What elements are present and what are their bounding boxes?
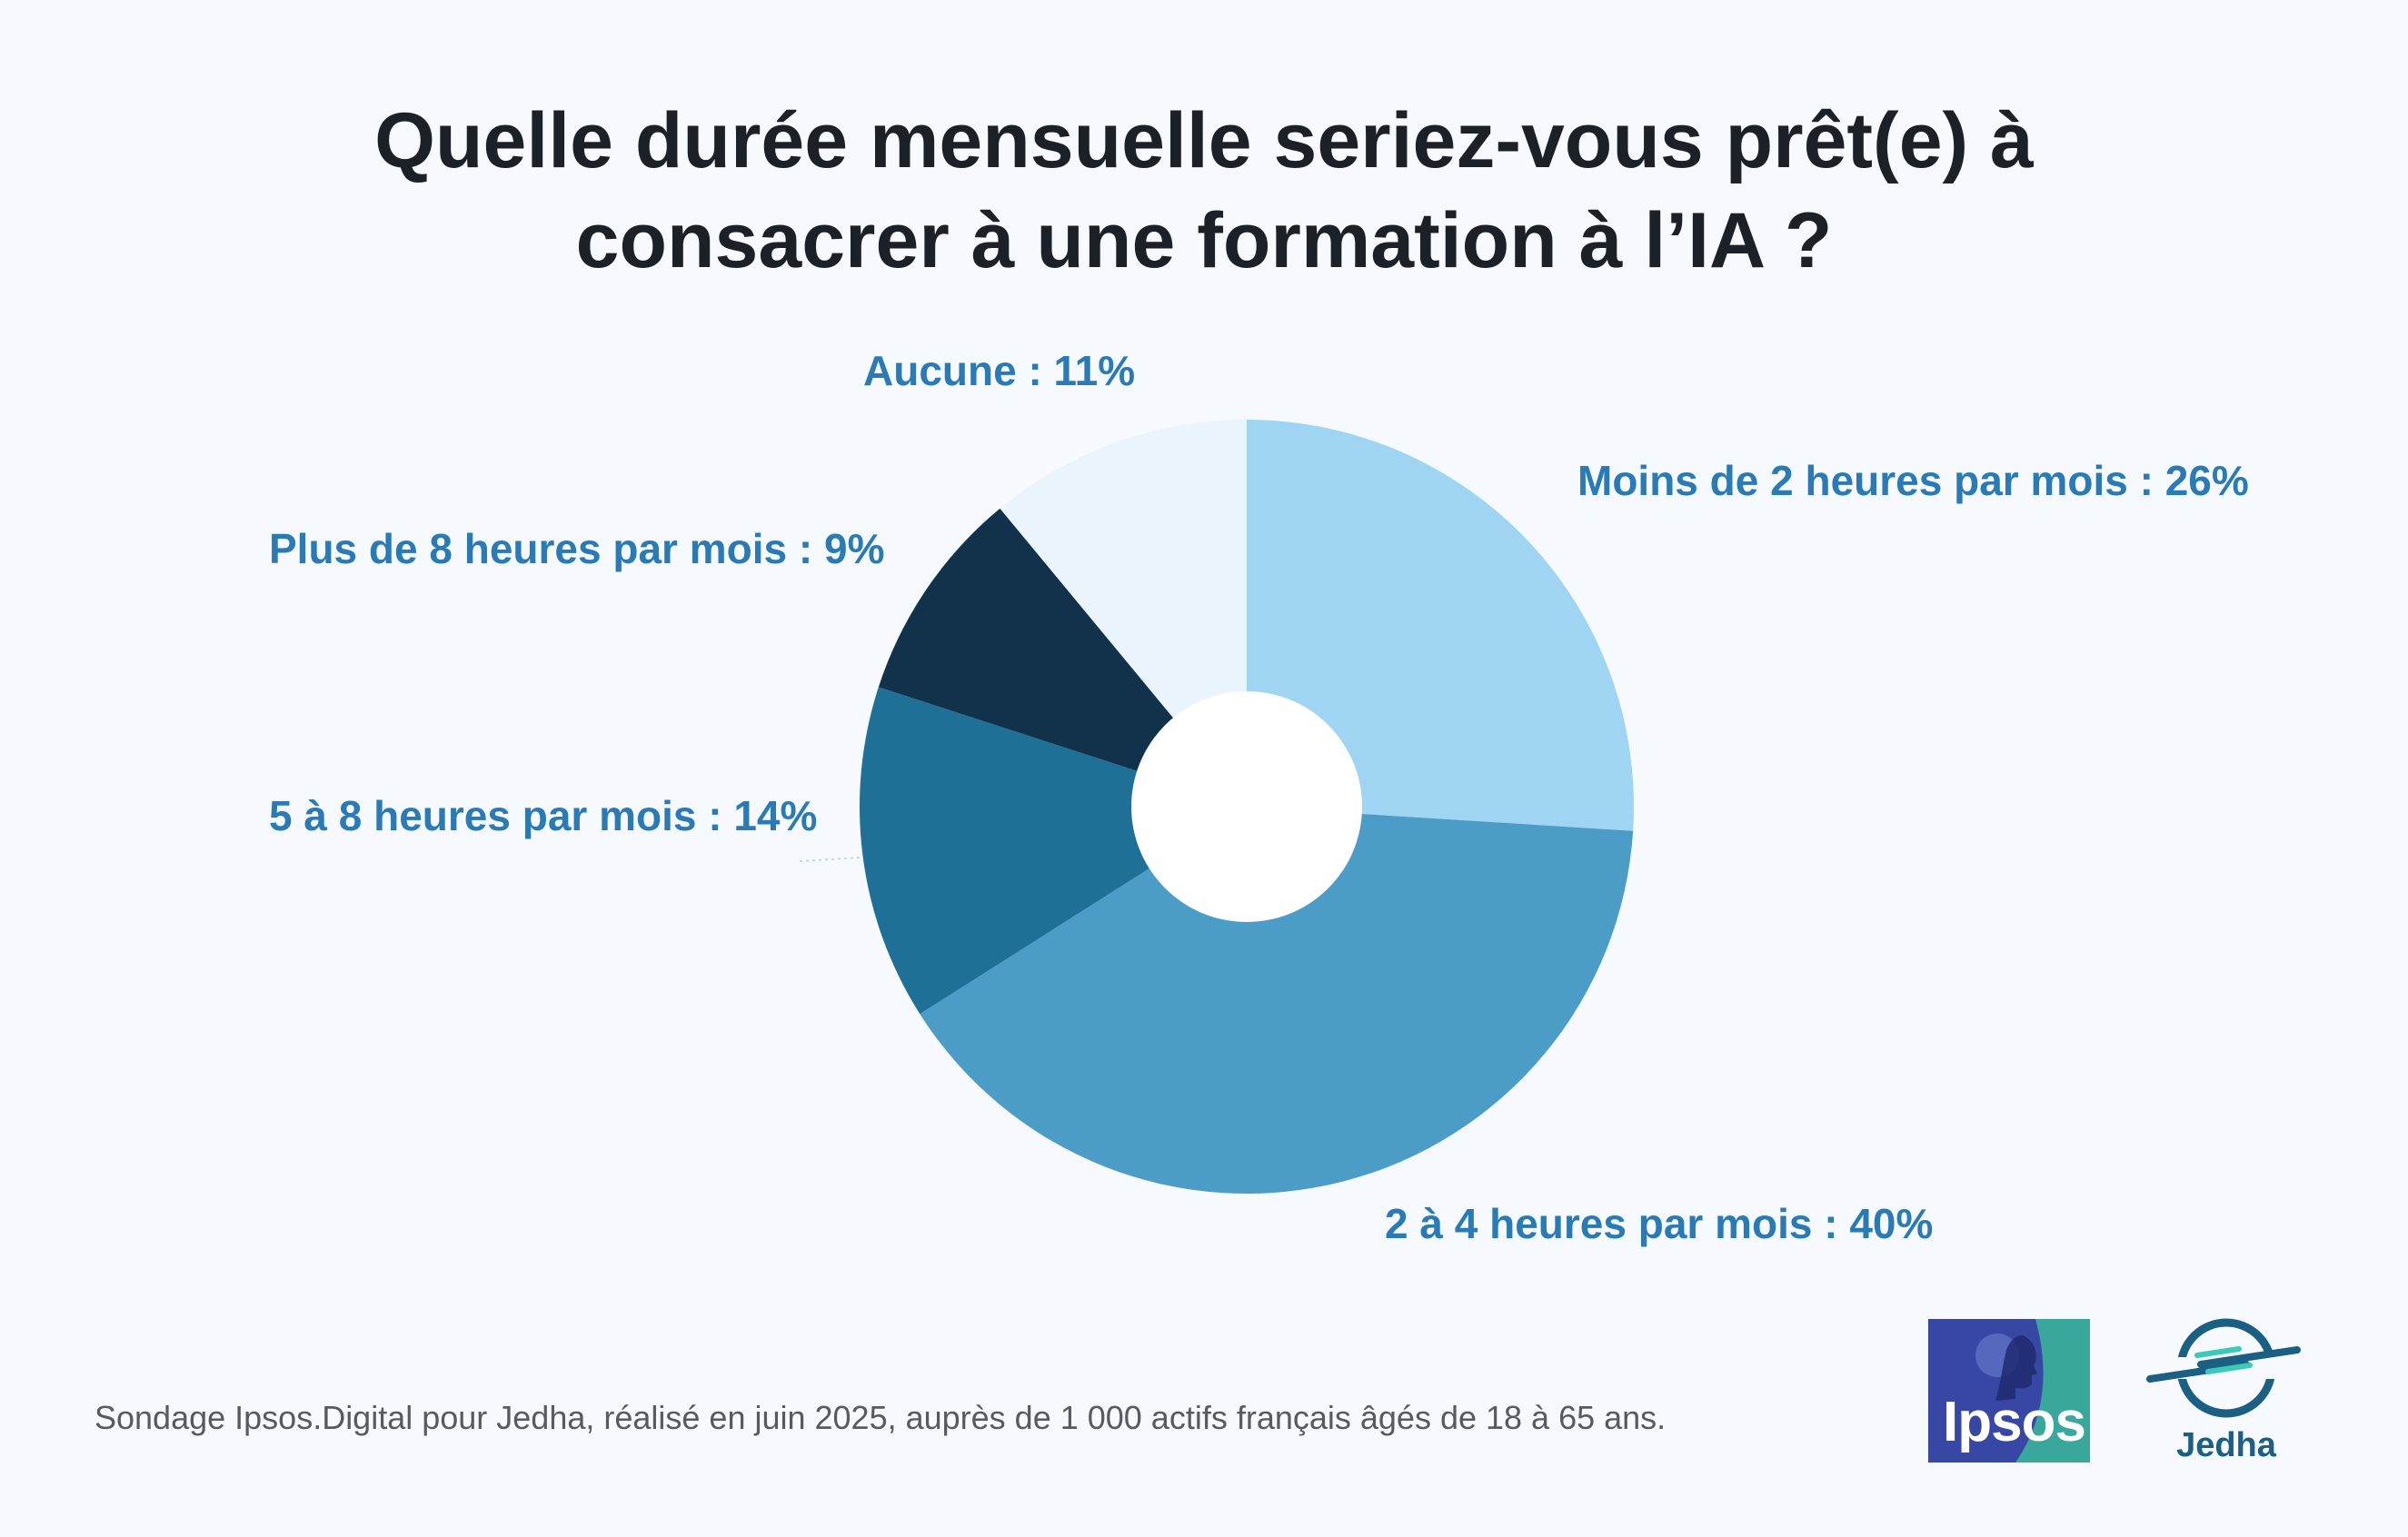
label-more-than-8h: Plus de 8 heures par mois : 9% xyxy=(269,525,884,572)
label-less-than-2h: Moins de 2 heures par mois : 26% xyxy=(1577,457,2249,504)
slice-5-to-8h xyxy=(860,687,1247,1015)
slice-2-to-4h xyxy=(920,807,1634,1194)
leader-line xyxy=(799,857,862,862)
label-2-to-4h: 2 à 4 heures par mois : 40% xyxy=(1385,1200,1933,1247)
donut-hole xyxy=(1131,691,1362,922)
slices-group xyxy=(860,420,1635,1194)
label-none: Aucune : 11% xyxy=(863,347,1135,394)
title-line-1: Quelle durée mensuelle seriez-vous prêt(… xyxy=(374,97,2034,184)
jedha-logo-text: Jedha xyxy=(2176,1426,2276,1464)
chart-title: Quelle durée mensuelle seriez-vous prêt(… xyxy=(0,91,2408,291)
profile-icon xyxy=(1975,1334,2037,1401)
jedha-logo xyxy=(2146,1318,2301,1418)
label-5-to-8h: 5 à 8 heures par mois : 14% xyxy=(269,792,817,839)
ipsos-logo-text: Ipsos xyxy=(1943,1391,2086,1453)
source-note: Sondage Ipsos.Digital pour Jedha, réalis… xyxy=(95,1399,1667,1436)
labels-group: Moins de 2 heures par mois : 26% 2 à 4 he… xyxy=(269,347,2249,1247)
ipsos-logo xyxy=(1928,1319,2090,1463)
slice-more-than-8h xyxy=(878,508,1247,807)
slice-less-than-2h xyxy=(1247,420,1635,831)
title-line-2: consacrer à une formation à l’IA ? xyxy=(575,197,1833,284)
